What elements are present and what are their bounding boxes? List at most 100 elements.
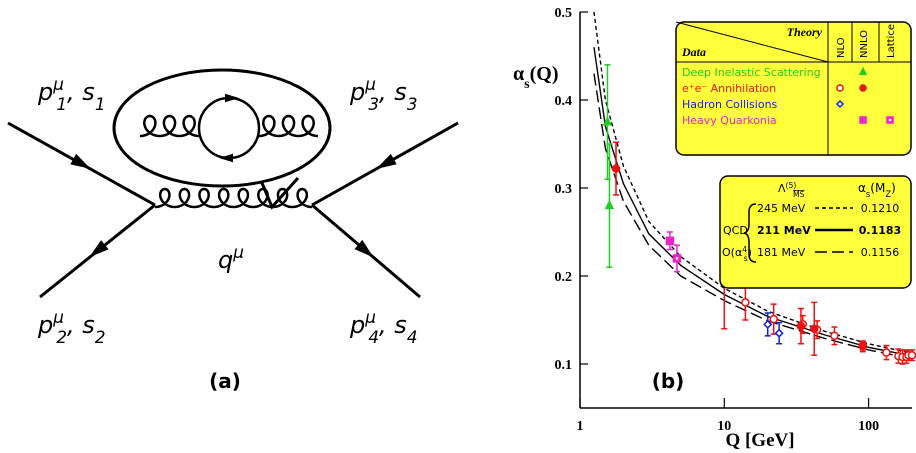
legend-rule (675, 21, 829, 63)
text-part: μ (232, 242, 244, 262)
arrow (376, 153, 397, 169)
text-part: μ (52, 307, 64, 327)
text-part: 2 (95, 327, 106, 347)
legend-label: Deep Inelastic Scattering (682, 66, 821, 79)
data-point (763, 319, 773, 329)
text-part: Z (885, 189, 891, 199)
data-point (858, 66, 868, 76)
diagram-label: pμ 2, s2 (37, 307, 106, 347)
text-part: , s (379, 78, 407, 106)
text-part: 3 (407, 94, 418, 114)
data-point (858, 341, 868, 350)
x-tick-label: 100 (858, 419, 879, 434)
theory-curve (593, 11, 913, 355)
legend-value: 0.1156 (861, 246, 900, 259)
diagram-label: pμ 4, s4 (349, 307, 418, 347)
y-tick-label: 0.5 (555, 6, 573, 21)
legend-label: Heavy Quarkonia (682, 114, 777, 127)
text-part: p (37, 78, 53, 106)
text-part: (Q) (530, 63, 559, 85)
text-part: s (524, 77, 530, 92)
data-point (830, 331, 839, 341)
text-part: α (858, 181, 866, 195)
legend-column: Lattice (886, 24, 897, 58)
x-tick-label: 1 (577, 419, 584, 434)
text-part: 4 (407, 327, 418, 347)
data-point (907, 350, 916, 360)
data-point (882, 348, 891, 357)
y-tick-label: 0.1 (555, 358, 573, 373)
text-part: MS (793, 190, 805, 199)
legend-header: αs(MZ) (858, 181, 896, 199)
brace (743, 203, 757, 263)
legend-label: 211 MeV (757, 224, 811, 237)
legend-label: 245 MeV (757, 202, 806, 215)
legend-value: 0.1210 (861, 202, 900, 215)
text-part: O(α (722, 246, 742, 259)
legend-label: QCD (723, 224, 748, 237)
y-axis-label: αs(Q) (513, 63, 559, 92)
legend-label: 181 MeV (757, 246, 806, 259)
text-part: 4 (742, 245, 747, 254)
data-point (604, 199, 615, 210)
lattice-dot (888, 118, 892, 122)
text-part: s (866, 189, 870, 199)
text-part: μ (52, 74, 64, 94)
data-point (665, 236, 675, 246)
text-part: , s (67, 311, 95, 339)
theory-curve (593, 47, 913, 357)
data-point (774, 328, 784, 338)
legend-label: Hadron Collisions (682, 98, 778, 111)
data-point (602, 116, 613, 126)
arrow (70, 153, 91, 169)
legend-header: Theory (787, 25, 823, 39)
lattice-dot (675, 257, 679, 260)
text-part: p (37, 311, 53, 339)
arrow (89, 240, 109, 258)
legend-label: O(α4 s) (722, 245, 752, 263)
text-part: Λ (778, 182, 786, 195)
loop-blob (112, 68, 332, 188)
legend-value: 0.1183 (859, 224, 901, 237)
text-part: 2 (56, 327, 67, 347)
legend-header: Λ(5) MS (778, 181, 805, 199)
text-part: 1 (56, 94, 67, 114)
gluon (139, 114, 200, 138)
text-part: , s (379, 311, 407, 339)
legend-label: e⁺e⁻ Annihilation (682, 82, 776, 95)
x-tick-label: 10 (717, 419, 731, 434)
data-point (611, 164, 621, 173)
data-point (859, 84, 867, 92)
text-part: 3 (368, 94, 379, 114)
legend-box (719, 175, 912, 289)
diagram-label: pμ 1, s1 (37, 74, 106, 114)
data-point (859, 116, 867, 124)
data-point (836, 84, 844, 92)
data-point (809, 324, 819, 334)
arrow (219, 153, 233, 163)
text-part: (5) (786, 181, 797, 190)
quark-loop (197, 96, 261, 160)
arrow (225, 93, 239, 103)
text-part: 1 (95, 94, 106, 114)
x-axis-label: Q [GeV] (725, 430, 794, 451)
y-tick-label: 0.2 (555, 270, 573, 285)
text-part: s (744, 254, 748, 263)
text-part: , s (67, 78, 95, 106)
data-point (769, 314, 778, 324)
y-tick-label: 0.3 (555, 182, 573, 197)
text-part: p (349, 78, 365, 106)
data-point (835, 99, 845, 109)
caption: (b) (652, 369, 685, 393)
text-part: ) (748, 246, 752, 259)
caption: (a) (209, 369, 241, 393)
text-part: α (513, 63, 524, 85)
text-part: ) (891, 181, 896, 195)
gluon (258, 114, 319, 138)
diagram-label: pμ 3, s3 (349, 74, 418, 114)
text-part: μ (364, 307, 376, 327)
legend-header: Data (681, 45, 706, 59)
legend-column: NNLO (859, 30, 870, 58)
legend-column: NLO (836, 37, 847, 58)
